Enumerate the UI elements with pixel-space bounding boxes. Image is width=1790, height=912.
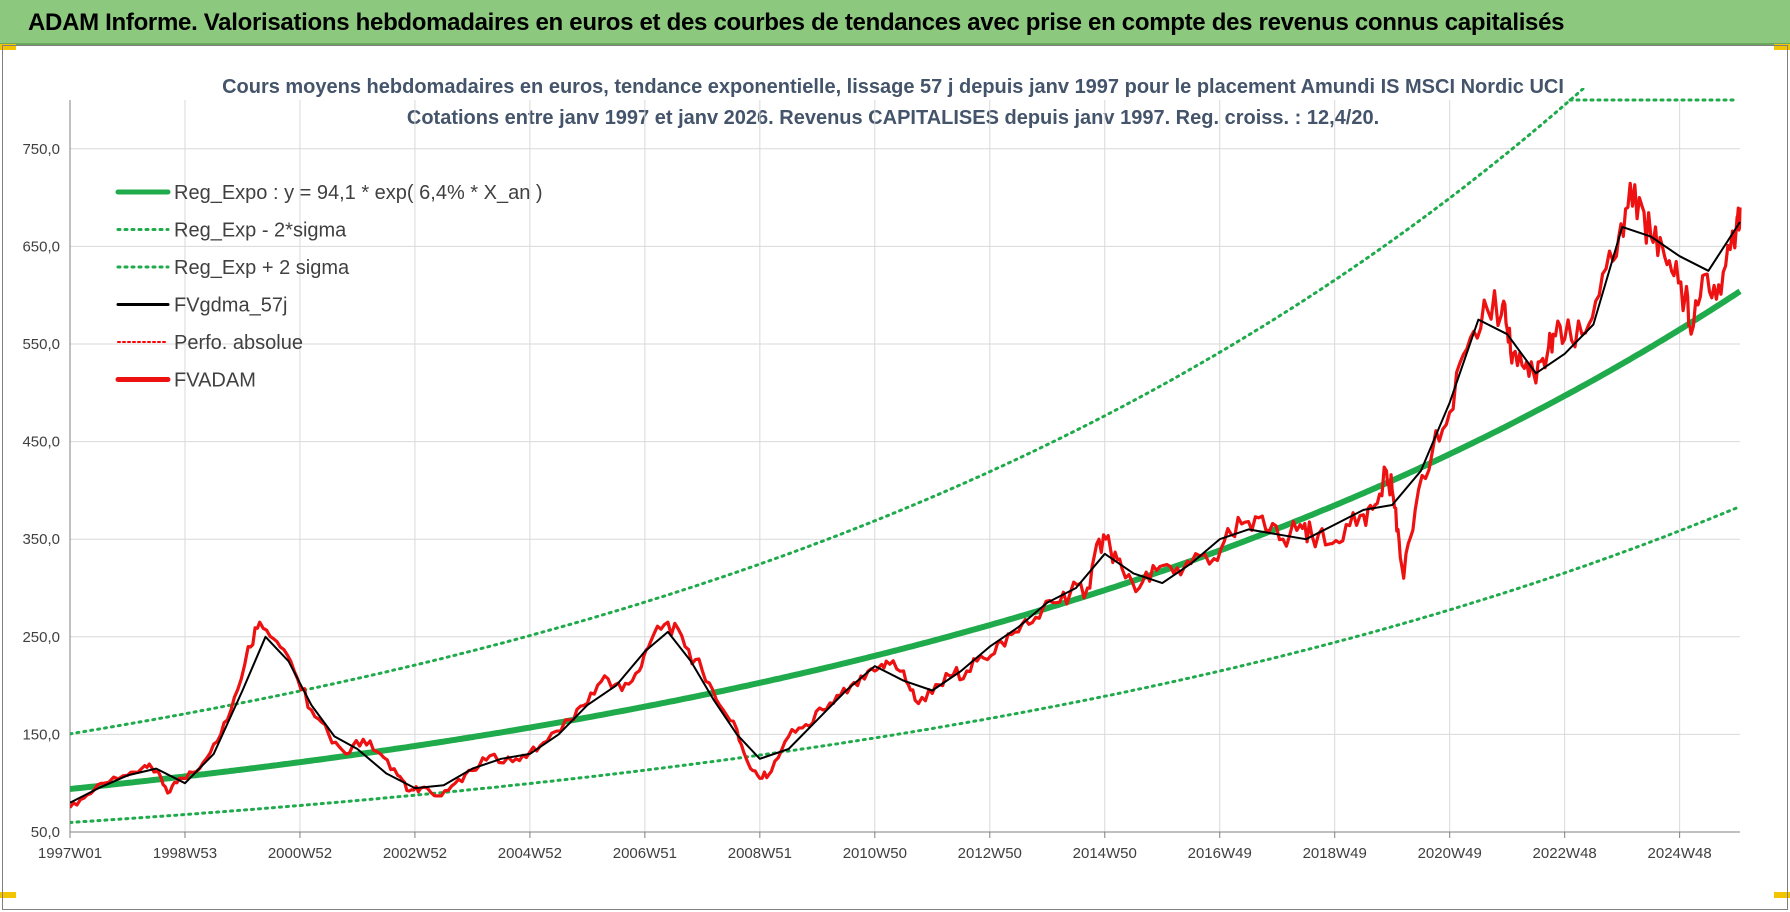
y-tick-label: 50,0 xyxy=(31,824,60,841)
x-axis: 1997W01 1998W53 2000W52 2002W52 2004W52 2006W… xyxy=(38,831,1740,862)
x-tick-label: 2024W48 xyxy=(1648,845,1712,862)
y-tick-label: 450,0 xyxy=(22,434,60,451)
y-axis: 50,0 150,0 250,0 350,0 450,0 550,0 650,0 750,0 xyxy=(22,100,71,841)
x-tick-label: 2002W52 xyxy=(383,845,447,862)
x-tick-label: 2022W48 xyxy=(1533,845,1597,862)
x-tick-label: 2000W52 xyxy=(268,845,332,862)
corner-marker xyxy=(1774,892,1790,898)
y-tick-label: 250,0 xyxy=(22,629,60,646)
series-reg-exp-plus-2sigma xyxy=(70,88,1587,736)
legend-label: FVgdma_57j xyxy=(174,295,287,317)
x-tick-label: 1997W01 xyxy=(38,845,102,862)
chart-subtitle: Cotations entre janv 1997 et janv 2026. … xyxy=(407,107,1379,129)
chart-title-group: Cours moyens hebdomadaires en euros, ten… xyxy=(222,76,1564,129)
series-reg-exp-minus-2sigma xyxy=(70,505,1742,824)
y-tick-label: 550,0 xyxy=(22,336,60,353)
corner-marker xyxy=(0,892,16,898)
x-tick-label: 2020W49 xyxy=(1418,845,1482,862)
series-layer xyxy=(70,88,1742,824)
legend-label: Reg_Exp + 2 sigma xyxy=(174,257,350,279)
x-tick-label: 2014W50 xyxy=(1073,845,1137,862)
x-tick-label: 2006W51 xyxy=(613,845,677,862)
legend-label: Reg_Expo : y = 94,1 * exp( 6,4% * X_an ) xyxy=(174,182,543,204)
banner-title: ADAM Informe. Valorisations hebdomadaire… xyxy=(28,9,1565,36)
x-tick-label: 1998W53 xyxy=(153,845,217,862)
y-tick-label: 750,0 xyxy=(22,141,60,158)
series-reg-expo xyxy=(70,288,1742,792)
legend-label: Perfo. absolue xyxy=(174,332,303,354)
x-tick-label: 2004W52 xyxy=(498,845,562,862)
x-tick-label: 2012W50 xyxy=(958,845,1022,862)
corner-marker xyxy=(1774,44,1790,50)
legend-label: FVADAM xyxy=(174,370,256,392)
series-fvgdma-57j xyxy=(70,221,1741,804)
report-banner: ADAM Informe. Valorisations hebdomadaire… xyxy=(0,0,1790,45)
y-tick-label: 350,0 xyxy=(22,531,60,548)
chart-frame xyxy=(2,45,1788,910)
x-tick-label: 2016W49 xyxy=(1188,845,1252,862)
y-tick-label: 650,0 xyxy=(22,238,60,255)
x-tick-label: 2018W49 xyxy=(1303,845,1367,862)
y-tick-label: 150,0 xyxy=(22,726,60,743)
legend: Reg_Expo : y = 94,1 * exp( 6,4% * X_an )… xyxy=(115,182,543,392)
corner-marker xyxy=(0,44,16,50)
series-fvadam xyxy=(70,181,1742,809)
x-tick-label: 2008W51 xyxy=(728,845,792,862)
chart-title: Cours moyens hebdomadaires en euros, ten… xyxy=(222,76,1564,98)
legend-label: Reg_Exp - 2*sigma xyxy=(174,220,347,242)
x-tick-label: 2010W50 xyxy=(843,845,907,862)
